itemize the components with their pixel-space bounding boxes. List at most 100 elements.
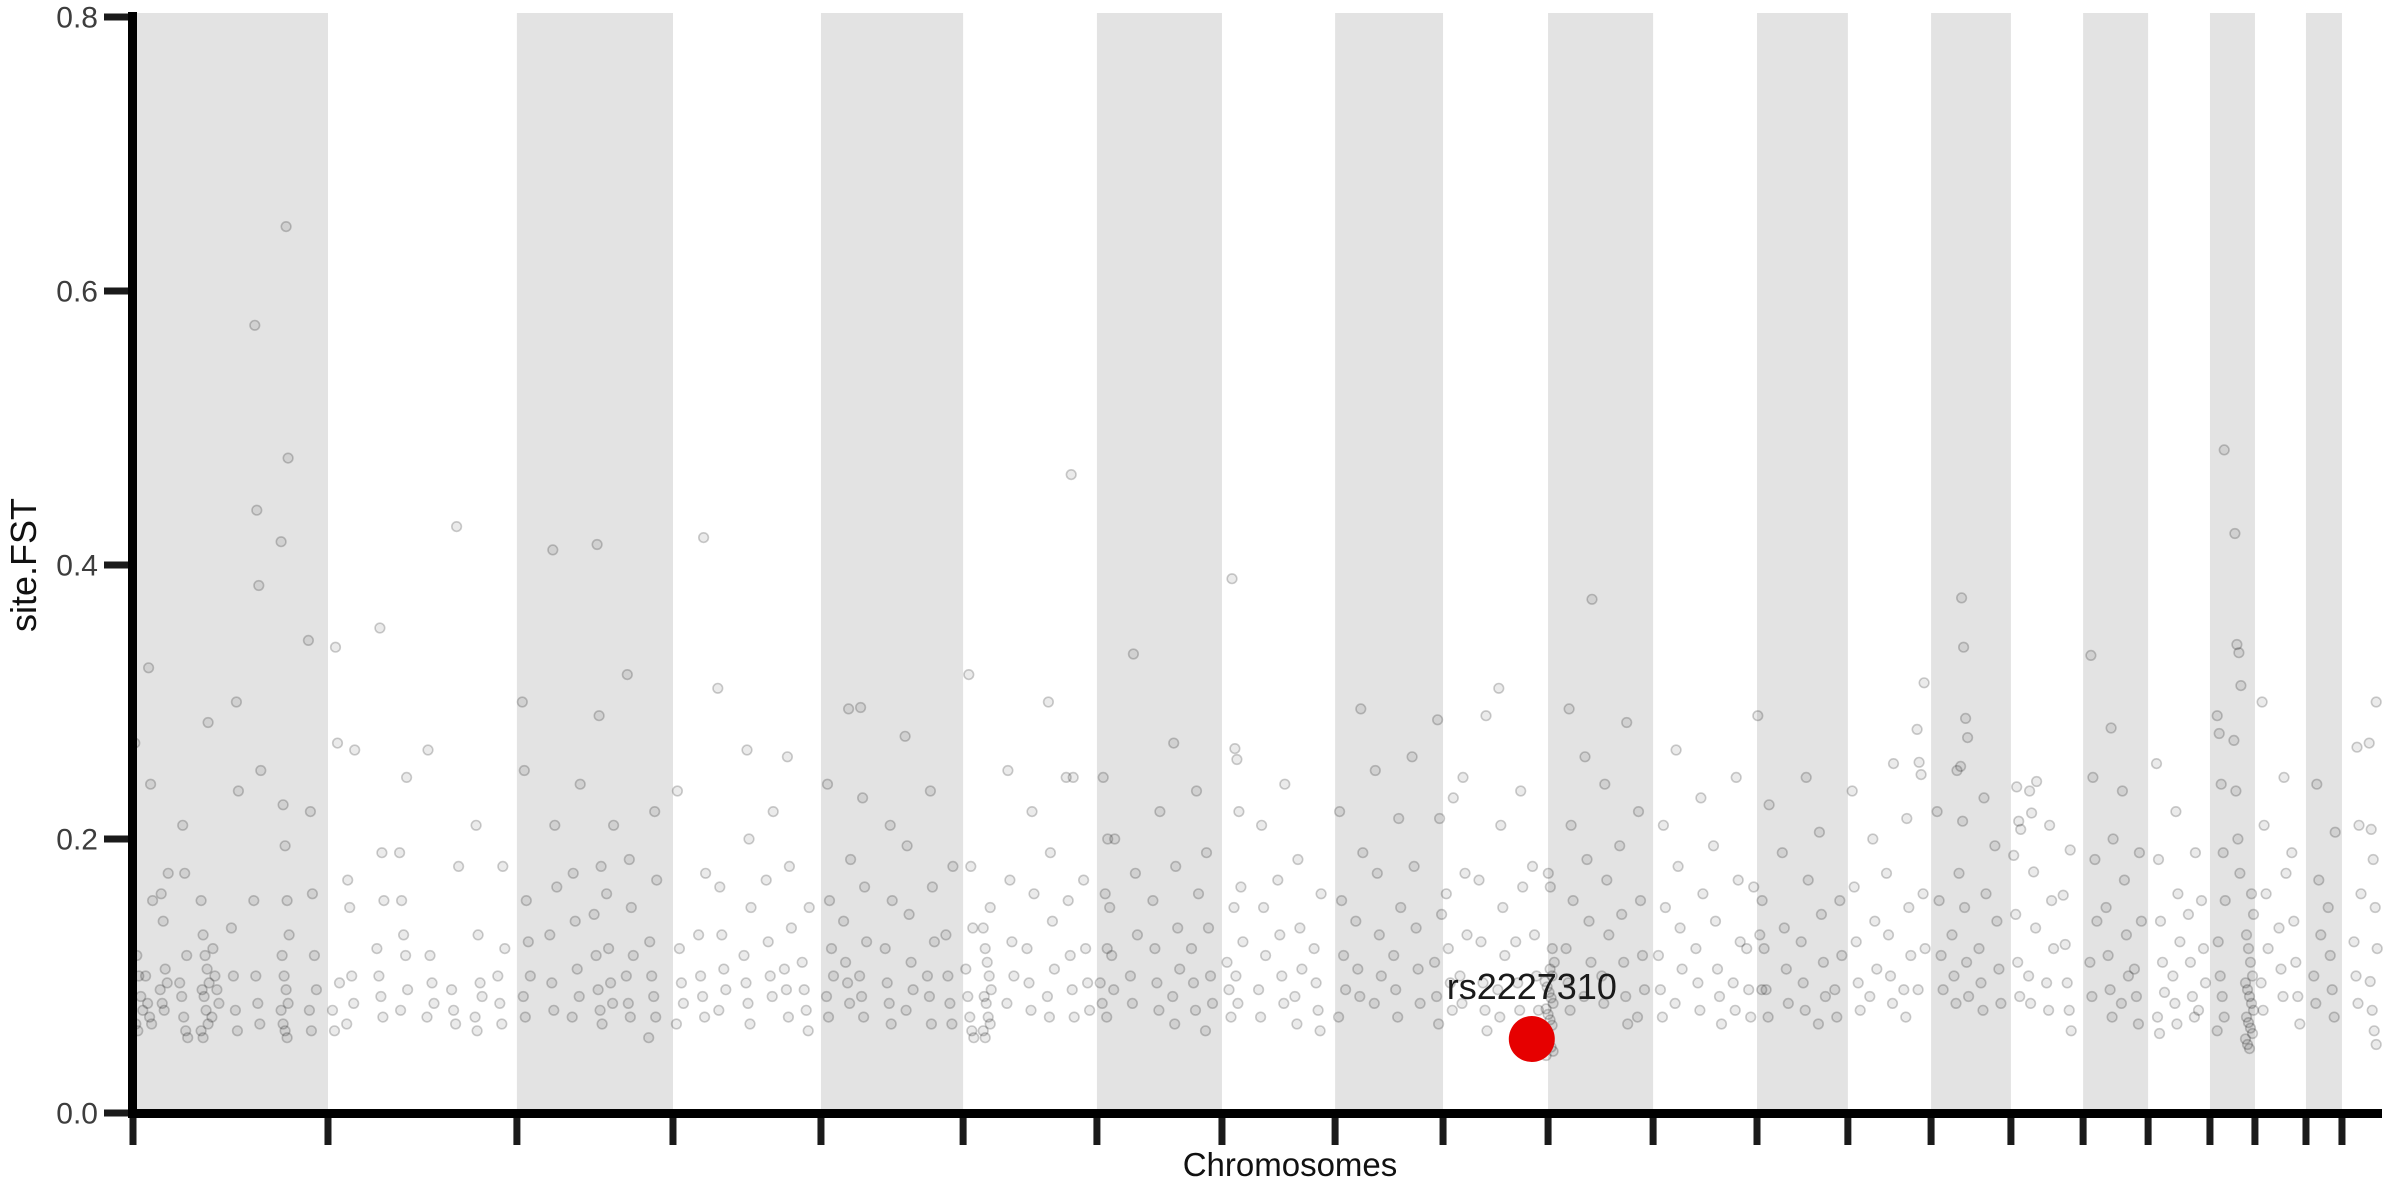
snp-point[interactable] [2188,1011,2200,1023]
snp-point[interactable] [1124,970,1136,982]
snp-point[interactable] [2367,853,2379,866]
snp-point[interactable] [1813,826,1825,838]
snp-point[interactable] [1432,1018,1445,1030]
snp-point[interactable] [1745,1011,1757,1023]
snp-point[interactable] [694,970,707,982]
snp-point[interactable] [305,1025,318,1037]
snp-point[interactable] [146,1018,158,1030]
snp-point[interactable] [650,1011,662,1023]
snp-point[interactable] [1548,956,1560,968]
snp-point[interactable] [2215,778,2227,790]
snp-point[interactable] [1530,970,1543,982]
snp-point[interactable] [1337,949,1350,962]
snp-point[interactable] [590,949,602,962]
snp-point[interactable] [946,1018,958,1030]
snp-point[interactable] [2153,1027,2166,1040]
snp-point[interactable] [1911,723,1923,736]
snp-point[interactable] [182,1032,194,1044]
snp-point[interactable] [1581,853,1593,866]
snp-point[interactable] [2022,970,2035,982]
snp-point[interactable] [279,1025,291,1037]
snp-point[interactable] [1547,997,1559,1010]
snp-point[interactable] [1026,805,1038,818]
snp-point[interactable] [1190,785,1203,797]
snp-point[interactable] [519,1011,531,1023]
snp-point[interactable] [1355,703,1367,715]
snp-point[interactable] [1852,977,1864,989]
snp-point[interactable] [2048,942,2060,955]
snp-point[interactable] [1077,874,1090,886]
snp-point[interactable] [900,1004,912,1016]
snp-point[interactable] [1690,942,1702,955]
snp-point[interactable] [698,1011,711,1023]
snp-point[interactable] [1951,764,1963,777]
snp-point[interactable] [1170,860,1182,873]
snp-point[interactable] [275,1004,287,1016]
snp-point[interactable] [1586,593,1598,605]
snp-point[interactable] [594,1004,606,1016]
snp-point[interactable] [1481,1025,1493,1037]
snp-point[interactable] [2213,727,2225,740]
snp-point[interactable] [764,970,776,982]
snp-point[interactable] [886,894,898,907]
snp-point[interactable] [1444,977,1456,989]
snp-point[interactable] [1618,956,1630,968]
snp-point[interactable] [907,984,919,996]
snp-point[interactable] [1028,888,1040,900]
snp-point[interactable] [470,819,482,831]
snp-point[interactable] [1692,977,1704,989]
snp-point[interactable] [2240,1011,2253,1023]
snp-point[interactable] [1918,677,1930,689]
snp-point[interactable] [1151,977,1163,989]
snp-point[interactable] [1756,894,1768,907]
snp-point[interactable] [1900,1011,1912,1023]
snp-point[interactable] [2353,819,2365,831]
snp-point[interactable] [1780,963,1792,975]
snp-point[interactable] [1392,1011,1404,1023]
snp-point[interactable] [377,1011,389,1023]
snp-point[interactable] [1614,840,1626,852]
snp-point[interactable] [1797,977,1809,989]
snp-point[interactable] [278,970,290,982]
snp-point[interactable] [1517,881,1529,893]
snp-point[interactable] [196,984,208,996]
snp-point[interactable] [1461,929,1473,941]
snp-point[interactable] [1168,737,1180,749]
snp-point[interactable] [1454,970,1466,982]
snp-point[interactable] [492,970,504,982]
snp-point[interactable] [1709,915,1722,927]
snp-point[interactable] [984,901,996,914]
snp-point[interactable] [1919,942,1931,955]
snp-point[interactable] [446,984,458,996]
snp-point[interactable] [1882,929,1895,941]
snp-point[interactable] [1754,929,1766,941]
snp-point[interactable] [600,888,613,900]
snp-point[interactable] [2151,1011,2164,1023]
snp-point[interactable] [302,634,315,647]
snp-point[interactable] [1083,1004,1096,1016]
snp-point[interactable] [1106,949,1118,962]
snp-point[interactable] [2100,901,2112,914]
snp-point[interactable] [2350,970,2362,982]
snp-point[interactable] [623,853,635,866]
snp-point[interactable] [1289,990,1301,1003]
snp-point[interactable] [1869,915,1881,927]
snp-point[interactable] [310,984,323,996]
snp-point[interactable] [1542,1008,1554,1021]
snp-point[interactable] [1410,922,1422,934]
snp-point[interactable] [1846,785,1858,797]
snp-point[interactable] [1406,751,1418,763]
snp-point[interactable] [2156,956,2169,968]
snp-point[interactable] [648,990,660,1003]
snp-point[interactable] [472,929,484,941]
snp-point[interactable] [1456,997,1468,1010]
snp-point[interactable] [1603,929,1615,941]
snp-point[interactable] [651,874,663,886]
snp-point[interactable] [2218,1011,2230,1023]
snp-point[interactable] [277,799,289,811]
snp-point[interactable] [903,908,915,921]
snp-point[interactable] [145,778,157,790]
snp-point[interactable] [518,764,530,777]
snp-point[interactable] [940,929,952,941]
snp-point[interactable] [2012,956,2024,968]
